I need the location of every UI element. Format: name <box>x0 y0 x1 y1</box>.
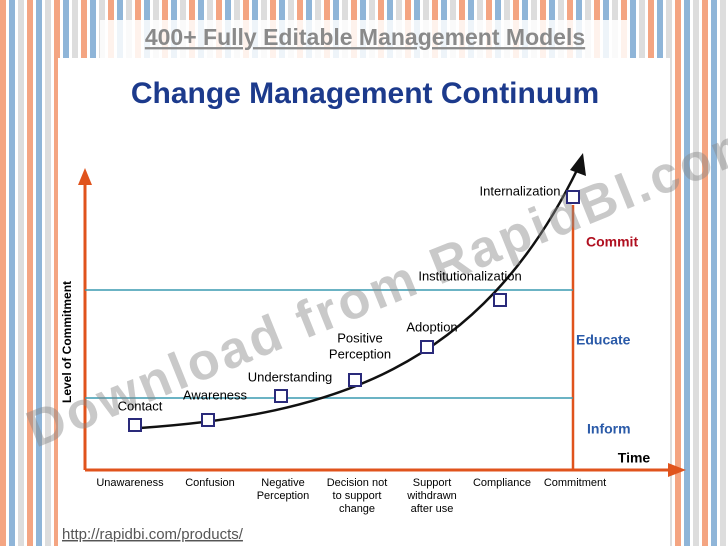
stage-marker <box>274 389 288 403</box>
x-label: change <box>339 503 375 515</box>
x-label: Confusion <box>185 477 235 489</box>
stage-label: Institutionalization <box>418 268 521 283</box>
stage-label: Positive <box>337 330 383 345</box>
stage-label: Awareness <box>183 387 248 402</box>
x-label: Perception <box>257 490 310 502</box>
x-axis-label: Time <box>618 450 651 466</box>
stage-label: Adoption <box>406 319 457 334</box>
panel <box>58 58 670 546</box>
stage-marker <box>420 340 434 354</box>
x-label: Commitment <box>544 477 606 489</box>
stage-label: Contact <box>118 398 163 413</box>
x-label: Unawareness <box>96 477 164 489</box>
x-label: Decision not <box>327 477 388 489</box>
banner: 400+ Fully Editable Management Models <box>145 24 585 50</box>
zone-label: Commit <box>586 234 638 250</box>
stage-marker <box>128 418 142 432</box>
x-arrow <box>668 463 686 477</box>
zone-label: Inform <box>587 421 631 437</box>
stage-label: Internalization <box>480 183 561 198</box>
stage-marker <box>348 373 362 387</box>
stage-label: Understanding <box>248 369 333 384</box>
x-label: Support <box>413 477 452 489</box>
footer-url: http://rapidbi.com/products/ <box>62 526 244 543</box>
x-label: Compliance <box>473 477 531 489</box>
stage-marker <box>566 190 580 204</box>
x-label: Negative <box>261 477 304 489</box>
y-axis-label: Level of Commitment <box>60 281 74 403</box>
x-label: after use <box>411 503 454 515</box>
title: Change Management Continuum <box>131 77 599 110</box>
curve-arrow <box>570 153 586 176</box>
x-label: withdrawn <box>406 490 457 502</box>
stage-label: Perception <box>329 346 391 361</box>
banner-bg <box>100 20 630 58</box>
stage-marker <box>201 413 215 427</box>
y-arrow <box>78 168 92 185</box>
x-label: to support <box>333 490 382 502</box>
stage-marker <box>493 293 507 307</box>
curve <box>139 167 580 430</box>
zone-label: Educate <box>576 332 631 348</box>
